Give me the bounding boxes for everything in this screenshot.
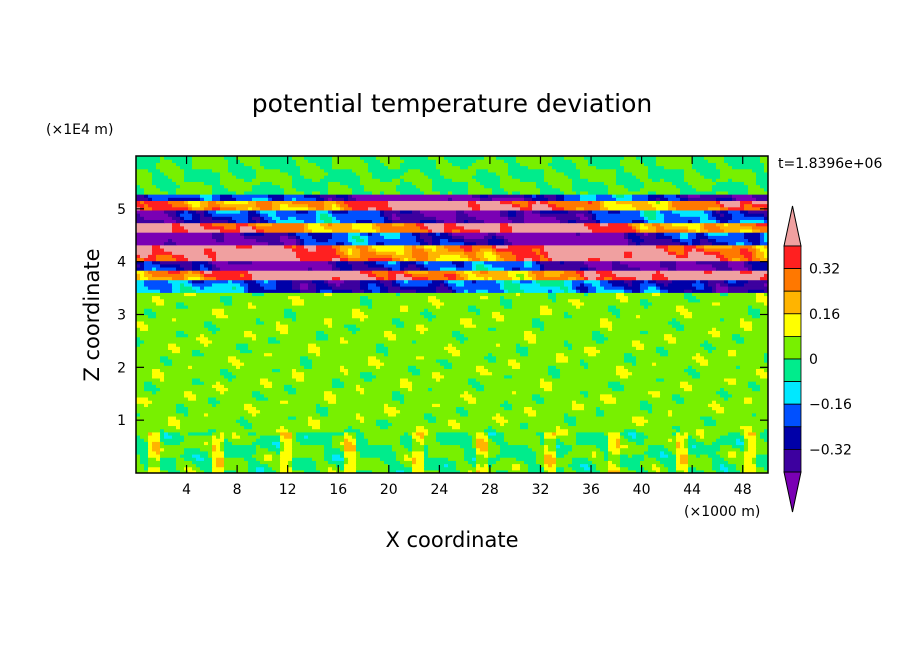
y-tick-label: 5 xyxy=(117,202,126,218)
colorbar-extend-max xyxy=(783,205,802,247)
y-tick-label: 4 xyxy=(117,255,126,271)
y-tick-label: 1 xyxy=(117,413,126,429)
colorbar: 0.32 0.16 0 −0.16 −0.32 xyxy=(783,205,852,513)
x-tick-label: 48 xyxy=(734,482,752,498)
colorbar-swatch xyxy=(783,448,802,473)
y-axis-ticks: 1 2 3 4 5 xyxy=(117,202,768,429)
x-axis-unit: (×1000 m) xyxy=(684,504,760,520)
x-axis-ticks: 4 8 12 16 20 24 28 32 36 40 44 48 xyxy=(182,156,752,498)
x-axis-label: X coordinate xyxy=(385,528,518,552)
x-tick-label: 24 xyxy=(430,482,448,498)
colorbar-extend-min xyxy=(783,471,802,513)
y-tick-label: 3 xyxy=(117,308,126,324)
colorbar-label: 0.16 xyxy=(809,307,840,323)
colorbar-label: −0.32 xyxy=(809,442,852,458)
x-tick-label: 36 xyxy=(582,482,600,498)
colorbar-swatch xyxy=(783,245,802,270)
colorbar-swatch xyxy=(783,426,802,450)
colorbar-swatch xyxy=(783,268,802,292)
contour-field xyxy=(136,156,768,473)
colorbar-label: −0.16 xyxy=(809,397,852,413)
x-tick-label: 4 xyxy=(182,482,191,498)
x-tick-label: 12 xyxy=(279,482,297,498)
x-tick-label: 16 xyxy=(329,482,347,498)
colorbar-swatch xyxy=(783,313,802,337)
colorbar-swatch xyxy=(783,358,802,383)
colorbar-swatch xyxy=(783,290,802,315)
colorbar-swatch xyxy=(783,403,802,428)
plot-area xyxy=(135,155,769,474)
x-tick-label: 44 xyxy=(683,482,701,498)
x-tick-label: 20 xyxy=(380,482,398,498)
y-axis-label: Z coordinate xyxy=(80,248,104,381)
colorbar-swatch xyxy=(783,381,802,405)
x-tick-label: 8 xyxy=(233,482,242,498)
colorbar-label: 0.32 xyxy=(809,262,840,278)
x-tick-label: 32 xyxy=(532,482,550,498)
x-tick-label: 28 xyxy=(481,482,499,498)
time-label: t=1.8396e+06 xyxy=(778,156,882,172)
y-axis-unit: (×1E4 m) xyxy=(46,122,113,138)
x-tick-label: 40 xyxy=(633,482,651,498)
colorbar-swatch xyxy=(783,335,802,360)
colorbar-label: 0 xyxy=(809,352,818,368)
chart-title: potential temperature deviation xyxy=(252,89,652,118)
y-tick-label: 2 xyxy=(117,360,126,376)
